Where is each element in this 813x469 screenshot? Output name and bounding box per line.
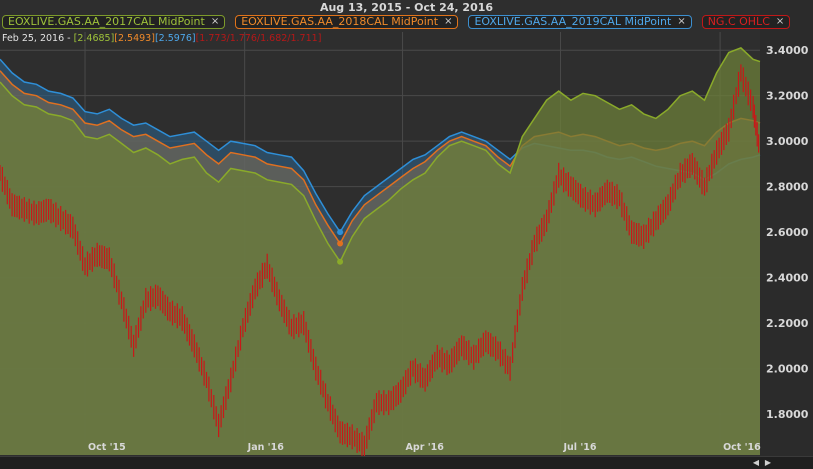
legend-item-2018cal[interactable]: EOXLIVE.GAS.AA_2018CAL MidPoint × xyxy=(235,15,459,29)
x-tick-label: Oct '16 xyxy=(723,442,761,453)
legend-label: NG.C OHLC xyxy=(707,15,770,28)
legend-item-ngc-ohlc[interactable]: NG.C OHLC × xyxy=(701,15,791,29)
chart-title: Aug 13, 2015 - Oct 24, 2016 xyxy=(319,1,494,14)
legend: EOXLIVE.GAS.AA_2017CAL MidPoint × EOXLIV… xyxy=(2,15,791,31)
scroll-left-icon[interactable]: ◀ xyxy=(752,458,760,467)
series-line xyxy=(0,47,761,264)
y-tick-label: 2.6000 xyxy=(766,226,809,239)
y-tick-label: 2.2000 xyxy=(766,317,809,330)
legend-label: EOXLIVE.GAS.AA_2017CAL MidPoint xyxy=(8,15,205,28)
readout-2019cal: [2.5976] xyxy=(154,33,196,44)
crosshair-readout: Feb 25, 2016 - [2.4685][2.5493][2.5976][… xyxy=(2,33,321,45)
crosshair-marker xyxy=(337,258,344,265)
x-tick-label: Apr '16 xyxy=(406,442,445,453)
ohlc-layer xyxy=(0,64,760,457)
series-area xyxy=(0,47,760,456)
x-tick-label: Oct '15 xyxy=(88,442,126,453)
legend-item-2019cal[interactable]: EOXLIVE.GAS.AA_2019CAL MidPoint × xyxy=(468,15,692,29)
y-tick-label: 1.8000 xyxy=(766,408,809,421)
y-tick-label: 3.2000 xyxy=(766,90,809,103)
readout-ohlc: [1.773/1.776/1.682/1.711] xyxy=(195,33,322,44)
readout-2018cal: [2.5493] xyxy=(114,33,155,44)
legend-label: EOXLIVE.GAS.AA_2019CAL MidPoint xyxy=(474,15,672,28)
x-axis: Oct '15 Jan '16 Apr '16 Jul '16 Oct '16 xyxy=(88,442,761,453)
close-icon[interactable]: × xyxy=(444,16,453,27)
x-tick-label: Jul '16 xyxy=(562,442,596,453)
crosshair-marker xyxy=(337,240,344,247)
scroll-right-icon[interactable]: ▶ xyxy=(764,458,772,467)
readout-2017cal: [2.4685] xyxy=(73,33,115,44)
readout-date: Feb 25, 2016 - xyxy=(2,33,71,44)
legend-label: EOXLIVE.GAS.AA_2018CAL MidPoint xyxy=(241,15,439,28)
y-axis: 3.4000 3.2000 3.0000 2.8000 2.6000 2.4000 2.20… xyxy=(766,44,809,421)
crosshair-marker xyxy=(337,229,344,236)
x-tick-label: Jan '16 xyxy=(247,442,285,453)
y-tick-label: 3.0000 xyxy=(766,135,809,148)
close-icon[interactable]: × xyxy=(677,16,686,27)
marker-layer xyxy=(337,229,344,265)
time-scrollbar[interactable]: ◀ ▶ xyxy=(0,456,813,469)
y-tick-label: 2.0000 xyxy=(766,363,809,376)
y-tick-label: 2.8000 xyxy=(766,181,809,194)
y-tick-label: 2.4000 xyxy=(766,272,809,285)
close-icon[interactable]: × xyxy=(210,16,220,27)
y-tick-label: 3.4000 xyxy=(766,44,809,57)
series-layer xyxy=(0,47,761,456)
legend-item-2017cal[interactable]: EOXLIVE.GAS.AA_2017CAL MidPoint × xyxy=(2,15,226,29)
close-icon[interactable]: × xyxy=(775,16,785,27)
